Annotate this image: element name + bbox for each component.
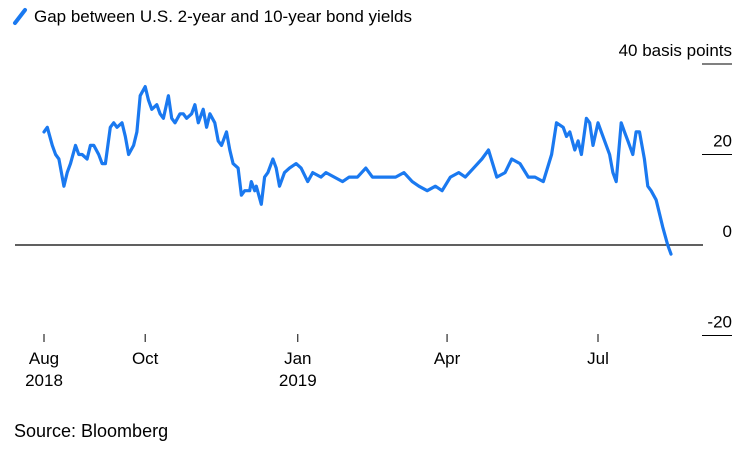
y-tick-label: -20 <box>707 313 732 332</box>
x-tick-label: Jul <box>587 349 609 368</box>
series-line <box>42 84 673 256</box>
x-tick-label: 2018 <box>25 371 63 390</box>
y-tick-label: 40 basis points <box>619 41 732 60</box>
x-tick-label: Aug <box>29 349 59 368</box>
x-tick-label: Apr <box>434 349 461 368</box>
x-axis: Aug 2018 Oct Jan 2019 Apr Jul <box>25 334 609 390</box>
x-tick-label: 2019 <box>279 371 317 390</box>
y-tick-label: 0 <box>723 222 732 241</box>
legend-swatch-line <box>13 8 27 25</box>
chart-legend: Gap between U.S. 2-year and 10-year bond… <box>12 6 412 28</box>
source-note: Source: Bloomberg <box>14 421 169 441</box>
y-tick-label: 20 <box>713 132 732 151</box>
y-axis: 40 basis points 20 0 -20 <box>619 41 732 336</box>
x-tick-label: Oct <box>132 349 159 368</box>
plot-area <box>15 84 703 256</box>
x-tick-label: Jan <box>284 349 311 368</box>
legend-swatch-icon <box>13 8 27 25</box>
legend-label: Gap between U.S. 2-year and 10-year bond… <box>34 7 413 26</box>
